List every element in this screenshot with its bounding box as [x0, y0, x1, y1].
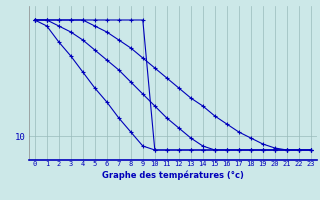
X-axis label: Graphe des températures (°c): Graphe des températures (°c)	[102, 170, 244, 180]
